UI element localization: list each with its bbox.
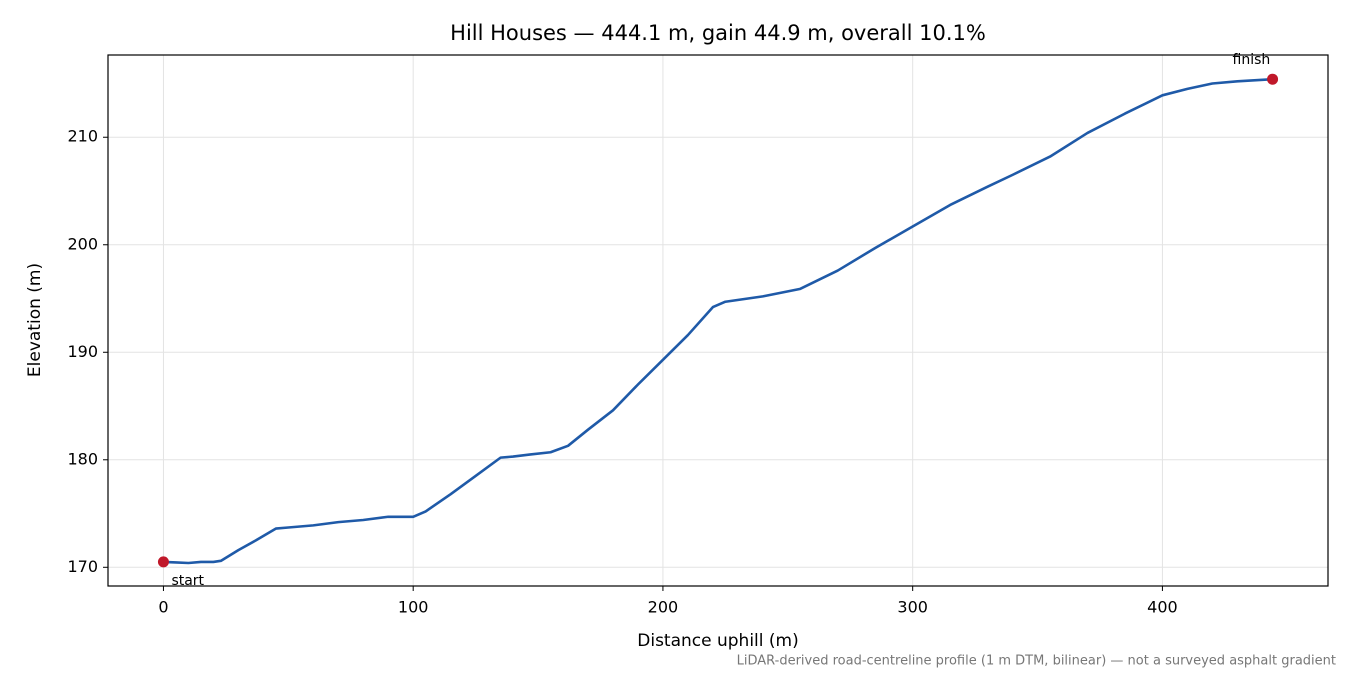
endpoint-marker: [1267, 73, 1279, 85]
y-tick-label: 170: [67, 557, 98, 576]
footnote: LiDAR-derived road-centreline profile (1…: [737, 654, 1336, 669]
x-tick-label: 400: [1147, 598, 1178, 617]
annotation: finish: [1233, 52, 1271, 68]
annotation: start: [171, 573, 204, 589]
plot-frame: [107, 54, 1329, 587]
y-tick-label: 210: [67, 127, 98, 146]
y-tick-label: 180: [67, 449, 98, 468]
x-axis-label: Distance uphill (m): [637, 631, 798, 651]
x-tick-label: 300: [897, 598, 928, 617]
y-tick-label: 200: [67, 234, 98, 253]
chart-title: Hill Houses — 444.1 m, gain 44.9 m, over…: [450, 21, 986, 45]
endpoint-marker: [157, 556, 169, 568]
x-tick-label: 0: [158, 598, 168, 617]
elevation-line: [163, 77, 1273, 565]
y-axis-label: Elevation (m): [25, 263, 45, 377]
x-tick-label: 100: [398, 598, 429, 617]
y-tick-label: 190: [67, 342, 98, 361]
x-tick-label: 200: [648, 598, 679, 617]
